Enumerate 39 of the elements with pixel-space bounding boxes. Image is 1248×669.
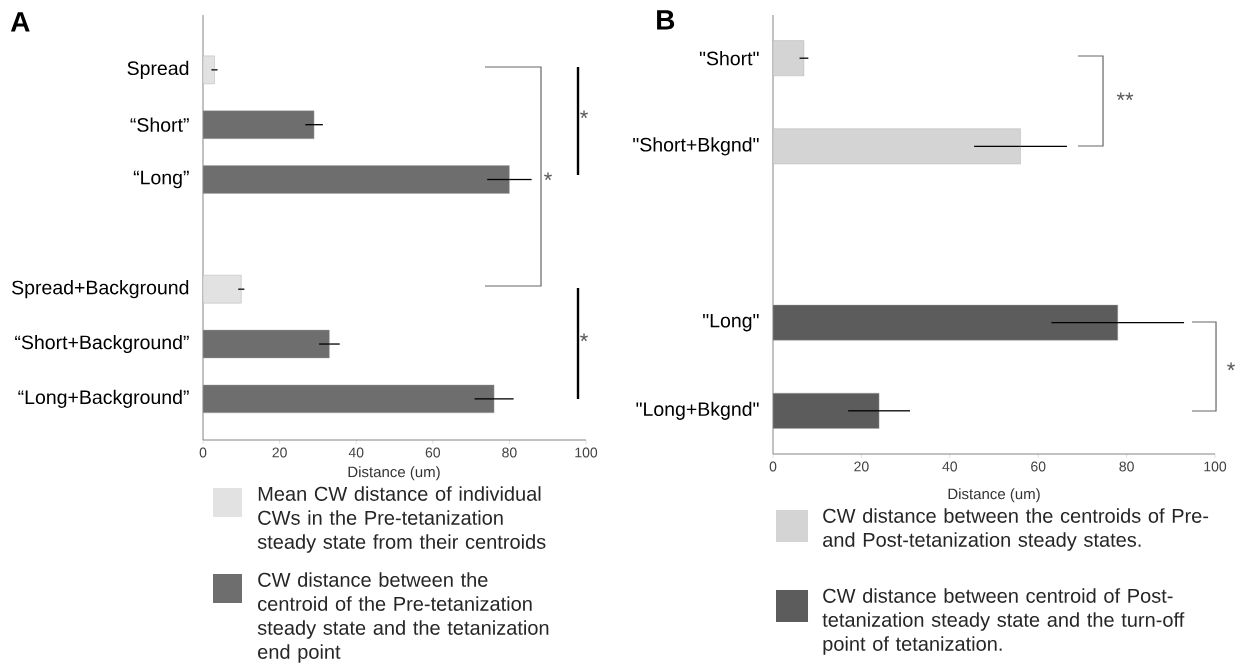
legend-label: CW distance between the centroids of Pre- and Post-tetanization steady states. <box>823 508 1209 551</box>
x-tick-label: 80 <box>1119 461 1134 472</box>
bar <box>202 275 242 304</box>
bar <box>772 128 1021 165</box>
x-tick-label: 60 <box>1031 461 1046 472</box>
legend-label: Mean CW distance of individual CWs in the Pre-tetanization steady state from their centroids <box>257 486 546 553</box>
y-tick-label: “Long” <box>133 170 189 189</box>
x-axis-title: Distance (um) <box>948 488 1040 503</box>
y-tick-label: "Long+Bkgnd" <box>636 401 759 420</box>
y-tick-label: “Long+Background” <box>18 389 189 408</box>
y-tick-label: "Short" <box>699 51 759 66</box>
bar <box>772 40 805 77</box>
annotation: ** <box>1116 92 1134 101</box>
y-tick-label: Spread+Background <box>12 280 189 299</box>
chart-title: A <box>10 12 30 32</box>
x-axis-title: Distance (um) <box>348 466 440 481</box>
bar <box>202 55 215 85</box>
x-tick-label: 20 <box>854 461 869 472</box>
annotation: * <box>580 333 588 342</box>
x-tick-label: 0 <box>769 461 777 472</box>
chart-title: B <box>657 10 675 30</box>
y-tick-label: "Short+Bkgnd" <box>633 137 759 156</box>
x-tick-label: 60 <box>425 447 441 458</box>
annotation: * <box>580 110 588 119</box>
y-tick-label: "Long" <box>703 313 759 332</box>
x-tick-label: 100 <box>1204 461 1227 472</box>
x-tick-label: 20 <box>272 447 287 458</box>
y-tick-label: Spread <box>127 60 189 79</box>
x-tick-label: 40 <box>942 461 958 472</box>
annotation: * <box>544 172 552 181</box>
x-tick-label: 80 <box>502 447 517 458</box>
x-tick-label: 40 <box>348 447 364 458</box>
text: * <box>1227 362 1235 371</box>
x-tick-label: 0 <box>199 447 207 458</box>
legend-label: CW distance between the centroid of the Pre-tetanization steady state and the tetanization end point <box>257 572 549 663</box>
x-tick-label: 100 <box>575 447 598 458</box>
y-tick-label: “Short” <box>130 117 189 132</box>
legend-label: CW distance between centroid of Post-tetanization steady state and the turn-off point of tetanization. <box>822 588 1185 655</box>
y-tick-label: “Short+Background” <box>15 334 189 354</box>
